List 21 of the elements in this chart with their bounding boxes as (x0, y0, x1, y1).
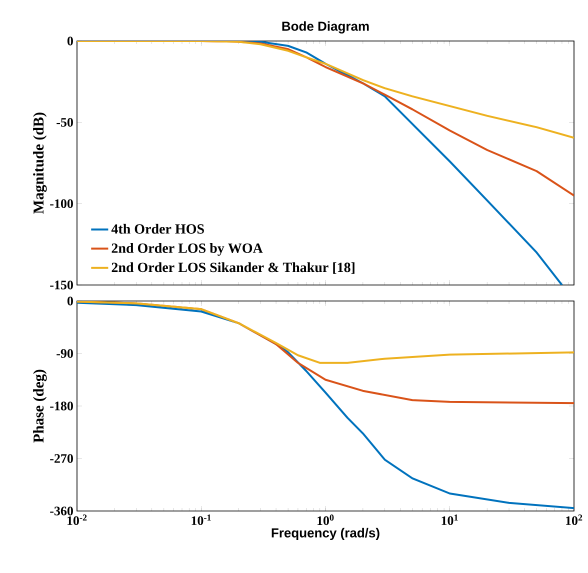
y-tick-label: -90 (56, 349, 73, 358)
x-tick-label: 10$^{-2}$ (67, 514, 87, 526)
legend-label: 2nd Order LOS Sikander & Thakur [18] (112, 262, 354, 274)
y-tick-label: 0 (67, 36, 73, 46)
x-tick-label: 10$^{1}$ (442, 514, 458, 526)
y-tick-label: -50 (56, 118, 73, 127)
y-axis-title: Magnitude (dB) (33, 112, 47, 214)
x-axis-title: Frequency (rad/s) (272, 528, 380, 540)
legend-label: 4th Order HOS (111, 224, 204, 234)
y-tick-label: -100 (50, 199, 73, 208)
y-tick-label: -360 (50, 506, 73, 516)
legend-label: 2nd Order LOS by WOA (112, 243, 263, 256)
x-tick-label: 10$^{-1}$ (192, 514, 211, 526)
x-tick-label: 10$^{2}$ (566, 514, 582, 526)
y-tick-label: -270 (50, 454, 73, 463)
y-axis-title: Phase (deg) (33, 370, 47, 443)
y-tick-label: 0 (67, 296, 73, 306)
x-tick-label: 10$^{0}$ (318, 514, 334, 526)
y-tick-label: -150 (50, 280, 73, 290)
y-tick-label: -180 (50, 402, 73, 410)
chart-title: Bode Diagram (282, 21, 369, 34)
